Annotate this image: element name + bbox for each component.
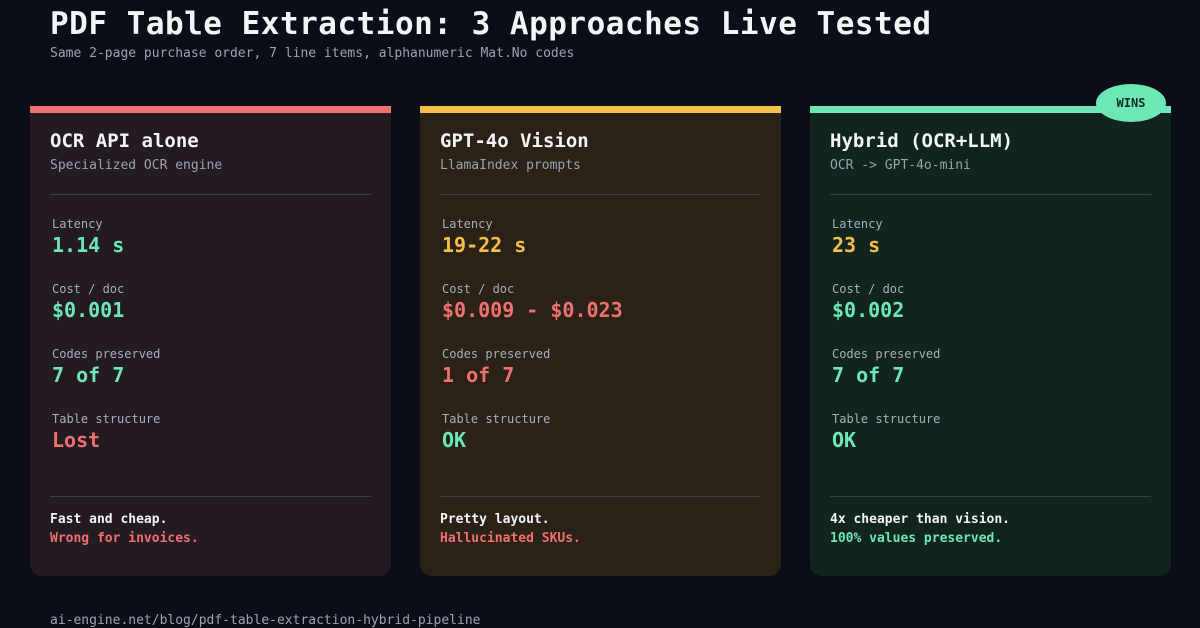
metric-value: $0.002 <box>832 298 905 322</box>
metric-latency: Latency 23 s <box>832 217 883 257</box>
metric-codes: Codes preserved 1 of 7 <box>442 347 550 387</box>
card-accent-bar <box>420 106 781 113</box>
divider <box>830 496 1151 497</box>
metric-structure: Table structure OK <box>832 412 940 452</box>
metric-label: Cost / doc <box>442 282 515 296</box>
metric-label: Cost / doc <box>832 282 905 296</box>
metric-label: Codes preserved <box>442 347 551 361</box>
card-accent-bar <box>30 106 391 113</box>
metric-codes: Codes preserved 7 of 7 <box>832 347 940 387</box>
metric-label: Table structure <box>832 412 941 426</box>
metric-cost: Cost / doc $0.001 <box>52 282 124 322</box>
card-ocr-api: OCR API alone Specialized OCR engine Lat… <box>30 106 391 576</box>
card-hybrid: Hybrid (OCR+LLM) OCR -> GPT-4o-mini Late… <box>810 106 1171 576</box>
card-verdict: Pretty layout. <box>440 512 550 527</box>
metric-structure: Table structure Lost <box>52 412 160 452</box>
metric-value: 1 of 7 <box>442 363 515 387</box>
divider <box>50 194 371 195</box>
card-title: Hybrid (OCR+LLM) <box>830 130 1014 152</box>
card-verdict: 4x cheaper than vision. <box>830 512 1011 527</box>
card-note: Hallucinated SKUs. <box>440 531 581 546</box>
card-title: OCR API alone <box>50 130 199 152</box>
footer-url: ai-engine.net/blog/pdf-table-extraction-… <box>50 613 481 628</box>
metric-value: 7 of 7 <box>52 363 125 387</box>
card-note: 100% values preserved. <box>830 531 1003 546</box>
card-subtitle: LlamaIndex prompts <box>440 158 581 173</box>
metric-structure: Table structure OK <box>442 412 550 452</box>
wins-badge: WINS <box>1096 84 1166 122</box>
metric-value: $0.001 <box>52 298 125 322</box>
divider <box>440 496 761 497</box>
metric-cost: Cost / doc $0.002 <box>832 282 904 322</box>
metric-value: $0.009 - $0.023 <box>442 298 623 322</box>
metric-value: 19-22 s <box>442 233 527 257</box>
metric-label: Table structure <box>442 412 551 426</box>
metric-cost: Cost / doc $0.009 - $0.023 <box>442 282 623 322</box>
card-gpt4o-vision: GPT-4o Vision LlamaIndex prompts Latency… <box>420 106 781 576</box>
page-subtitle: Same 2-page purchase order, 7 line items… <box>50 46 575 61</box>
metric-latency: Latency 1.14 s <box>52 217 124 257</box>
page-title: PDF Table Extraction: 3 Approaches Live … <box>50 6 932 42</box>
card-note: Wrong for invoices. <box>50 531 199 546</box>
metric-label: Cost / doc <box>52 282 125 296</box>
card-verdict: Fast and cheap. <box>50 512 168 527</box>
divider <box>50 496 371 497</box>
metric-value: 23 s <box>832 233 881 257</box>
divider <box>830 194 1151 195</box>
metric-value: OK <box>832 428 857 452</box>
metric-value: 7 of 7 <box>832 363 905 387</box>
metric-value: 1.14 s <box>52 233 125 257</box>
metric-label: Table structure <box>52 412 161 426</box>
metric-label: Latency <box>442 217 493 231</box>
card-subtitle: OCR -> GPT-4o-mini <box>830 158 971 173</box>
metric-latency: Latency 19-22 s <box>442 217 526 257</box>
metric-codes: Codes preserved 7 of 7 <box>52 347 160 387</box>
card-subtitle: Specialized OCR engine <box>50 158 223 173</box>
divider <box>440 194 761 195</box>
metric-label: Latency <box>832 217 883 231</box>
card-title: GPT-4o Vision <box>440 130 589 152</box>
metric-value: OK <box>442 428 467 452</box>
metric-value: Lost <box>52 428 101 452</box>
metric-label: Codes preserved <box>832 347 941 361</box>
card-accent-bar <box>810 106 1171 113</box>
metric-label: Codes preserved <box>52 347 161 361</box>
metric-label: Latency <box>52 217 103 231</box>
